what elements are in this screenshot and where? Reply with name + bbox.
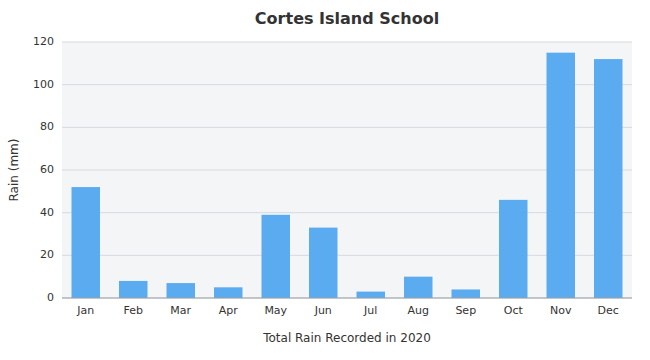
bars xyxy=(72,53,623,298)
x-axis-line xyxy=(62,298,632,299)
x-tick-label: Jan xyxy=(76,304,94,317)
y-tick-label: 100 xyxy=(33,78,54,91)
bar xyxy=(547,53,576,298)
y-tick-label: 0 xyxy=(47,291,54,304)
y-axis: 0 20 40 60 80 100 120 xyxy=(33,35,54,304)
x-axis: Jan Feb Mar Apr May Jun Jul Aug Sep Oct Nov Dec xyxy=(76,304,619,317)
y-tick-label: 120 xyxy=(33,35,54,48)
bar xyxy=(72,187,101,298)
grid-line xyxy=(62,42,632,43)
grid xyxy=(62,42,632,298)
bar xyxy=(262,215,291,298)
x-tick-label: Nov xyxy=(550,304,572,317)
y-tick-label: 40 xyxy=(40,206,54,219)
bar xyxy=(499,200,528,298)
bar xyxy=(357,292,386,298)
y-axis-label: Rain (mm) xyxy=(7,139,21,202)
y-tick-label: 60 xyxy=(40,163,54,176)
bar xyxy=(214,287,243,298)
plot-background xyxy=(62,42,632,298)
chart: 0 20 40 60 80 100 120 Jan Feb Mar Apr May Jun Jul Aug S… xyxy=(0,0,650,360)
bar xyxy=(452,289,481,298)
x-tick-label: Apr xyxy=(219,304,239,317)
bar xyxy=(167,283,196,298)
bar xyxy=(309,228,338,298)
y-tick-label: 80 xyxy=(40,120,54,133)
bar xyxy=(404,277,433,298)
bar xyxy=(119,281,148,298)
grid-line xyxy=(62,298,632,299)
x-tick-label: Oct xyxy=(504,304,524,317)
x-tick-label: Aug xyxy=(408,304,429,317)
x-tick-label: Jul xyxy=(363,304,377,317)
x-tick-label: May xyxy=(264,304,287,317)
x-axis-label: Total Rain Recorded in 2020 xyxy=(262,331,431,345)
x-tick-label: Mar xyxy=(170,304,191,317)
x-tick-label: Jun xyxy=(314,304,332,317)
x-tick-label: Feb xyxy=(124,304,143,317)
x-tick-label: Sep xyxy=(455,304,476,317)
x-tick-label: Dec xyxy=(598,304,619,317)
y-tick-label: 20 xyxy=(40,248,54,261)
title: Cortes Island School xyxy=(255,9,439,28)
bar xyxy=(594,59,623,298)
